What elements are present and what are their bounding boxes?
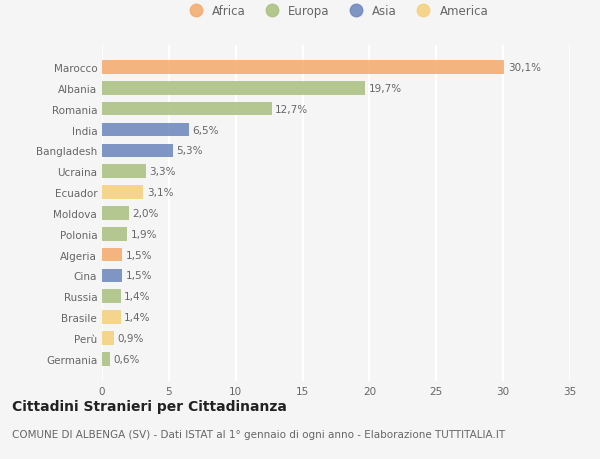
Bar [102, 103, 272, 116]
Bar [102, 144, 173, 158]
Text: Cittadini Stranieri per Cittadinanza: Cittadini Stranieri per Cittadinanza [12, 399, 287, 413]
Bar [102, 123, 189, 137]
Legend: Africa, Europa, Asia, America: Africa, Europa, Asia, America [184, 5, 488, 18]
Text: 30,1%: 30,1% [508, 63, 541, 73]
Bar [102, 228, 127, 241]
Text: 19,7%: 19,7% [369, 84, 402, 94]
Bar [102, 269, 122, 283]
Bar [102, 290, 121, 303]
Bar [102, 311, 121, 324]
Bar [102, 186, 143, 199]
Text: 1,5%: 1,5% [125, 250, 152, 260]
Bar [102, 352, 110, 366]
Text: 1,4%: 1,4% [124, 291, 151, 302]
Bar [102, 331, 114, 345]
Text: 0,9%: 0,9% [118, 333, 144, 343]
Text: 1,9%: 1,9% [131, 229, 157, 239]
Text: 6,5%: 6,5% [192, 125, 219, 135]
Bar [102, 248, 122, 262]
Bar [102, 61, 505, 75]
Text: 12,7%: 12,7% [275, 105, 308, 114]
Bar [102, 82, 365, 95]
Bar [102, 207, 129, 220]
Text: 1,5%: 1,5% [125, 271, 152, 281]
Text: 1,4%: 1,4% [124, 313, 151, 322]
Text: 3,3%: 3,3% [149, 167, 176, 177]
Text: 0,6%: 0,6% [113, 354, 140, 364]
Text: COMUNE DI ALBENGA (SV) - Dati ISTAT al 1° gennaio di ogni anno - Elaborazione TU: COMUNE DI ALBENGA (SV) - Dati ISTAT al 1… [12, 429, 505, 439]
Text: 2,0%: 2,0% [132, 208, 158, 218]
Text: 5,3%: 5,3% [176, 146, 203, 156]
Bar [102, 165, 146, 179]
Text: 3,1%: 3,1% [147, 188, 173, 198]
